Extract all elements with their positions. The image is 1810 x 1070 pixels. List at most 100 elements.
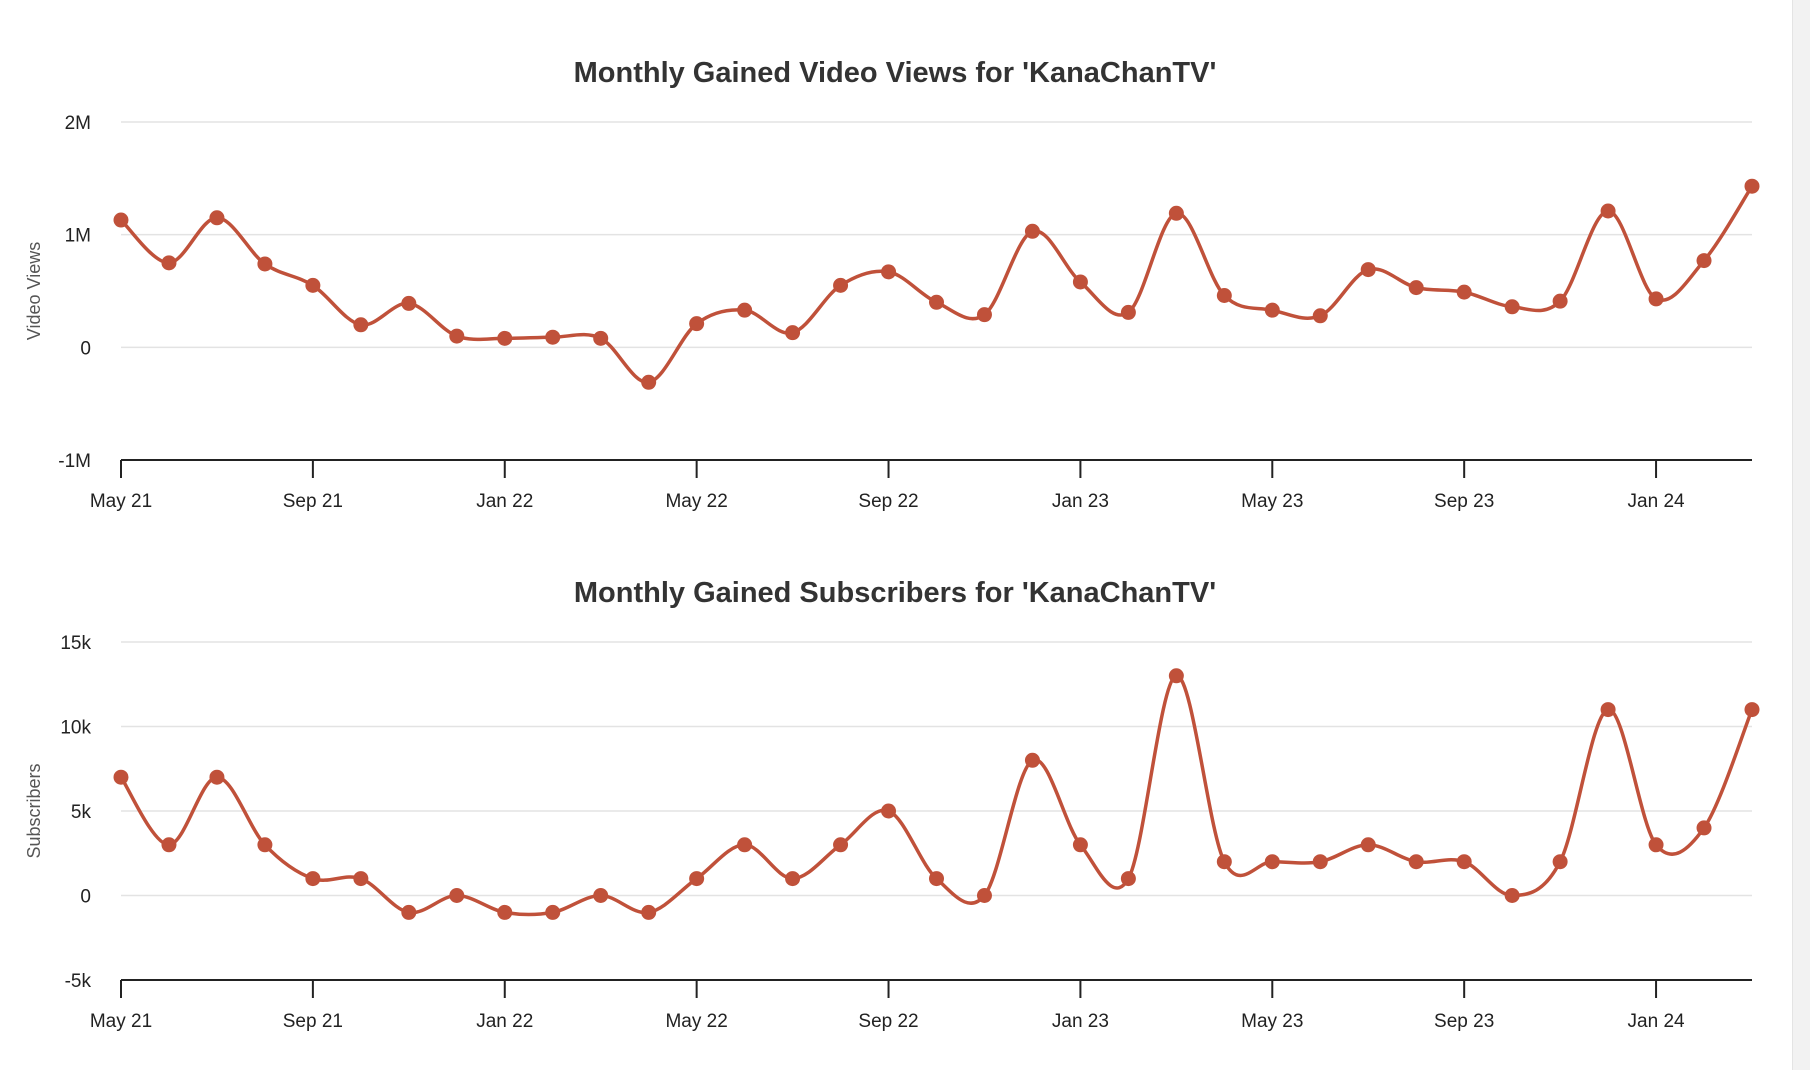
views-data-point[interactable] <box>497 330 513 346</box>
views-data-point[interactable] <box>1120 304 1136 320</box>
subscribers-data-point[interactable] <box>1648 837 1664 853</box>
subscribers-data-point[interactable] <box>1072 837 1088 853</box>
subscribers-chart-svg: Monthly Gained Subscribers for 'KanaChan… <box>24 577 1760 1032</box>
subscribers-data-point[interactable] <box>1168 668 1184 684</box>
views-data-point[interactable] <box>1696 253 1712 269</box>
views-data-point[interactable] <box>1168 205 1184 221</box>
subscribers-data-point[interactable] <box>113 769 129 785</box>
subscribers-data-point[interactable] <box>1024 752 1040 768</box>
views-data-point[interactable] <box>113 212 129 228</box>
subscribers-data-point[interactable] <box>737 837 753 853</box>
views-x-tick-label: Sep 23 <box>1434 491 1494 512</box>
subscribers-data-point[interactable] <box>929 871 944 887</box>
views-y-axis-label: Video Views <box>24 242 44 340</box>
subscribers-data-point[interactable] <box>976 888 992 903</box>
subscribers-x-tick-label: Jan 23 <box>1052 1011 1109 1032</box>
views-data-point[interactable] <box>833 277 849 293</box>
views-data-point[interactable] <box>1552 293 1568 309</box>
views-data-point[interactable] <box>1504 299 1520 315</box>
subscribers-data-point[interactable] <box>1744 702 1760 718</box>
views-y-tick-label: 2M <box>65 113 91 134</box>
views-data-point[interactable] <box>1072 274 1088 290</box>
subscribers-data-point[interactable] <box>401 904 417 920</box>
subscribers-data-point[interactable] <box>881 803 897 819</box>
subscribers-y-tick-label: -5k <box>65 971 92 992</box>
subscribers-y-tick-label: 5k <box>71 802 92 823</box>
views-data-point[interactable] <box>1744 178 1760 194</box>
subscribers-x-tick-label: Sep 22 <box>858 1011 918 1032</box>
views-data-point[interactable] <box>737 302 753 318</box>
subscribers-data-point[interactable] <box>1408 854 1424 870</box>
subscribers-x-tick-label: May 21 <box>90 1011 152 1032</box>
views-data-point[interactable] <box>305 277 321 293</box>
views-data-point[interactable] <box>1648 291 1664 307</box>
views-data-point[interactable] <box>1456 284 1472 300</box>
views-data-point[interactable] <box>1024 223 1040 239</box>
views-y-tick-label: -1M <box>58 451 91 472</box>
views-data-point[interactable] <box>785 325 801 341</box>
views-x-tick-label: May 21 <box>90 491 152 512</box>
views-data-point[interactable] <box>401 295 417 311</box>
subscribers-data-point[interactable] <box>1264 854 1280 870</box>
subscribers-data-point[interactable] <box>1216 854 1232 870</box>
subscribers-data-point[interactable] <box>545 904 561 920</box>
views-data-point[interactable] <box>545 329 561 345</box>
subscribers-data-point[interactable] <box>1552 854 1568 870</box>
subscribers-data-point[interactable] <box>689 871 705 887</box>
views-data-point[interactable] <box>593 330 609 346</box>
views-data-point[interactable] <box>1264 302 1280 318</box>
subscribers-data-point[interactable] <box>1360 837 1376 853</box>
subscribers-data-point[interactable] <box>785 871 801 887</box>
subscribers-x-tick-label: Sep 21 <box>283 1011 343 1032</box>
subscribers-y-tick-label: 0 <box>80 887 91 908</box>
views-chart-title: Monthly Gained Video Views for 'KanaChan… <box>574 57 1217 89</box>
views-data-point[interactable] <box>1600 203 1616 219</box>
subscribers-x-tick-label: May 23 <box>1241 1011 1303 1032</box>
subscribers-x-tick-label: Sep 23 <box>1434 1011 1494 1032</box>
views-series-line <box>119 185 1754 385</box>
views-x-tick-label: May 22 <box>665 491 727 512</box>
views-data-point[interactable] <box>689 316 705 332</box>
subscribers-data-point[interactable] <box>1120 871 1136 887</box>
views-data-point[interactable] <box>976 307 992 323</box>
views-chart: Monthly Gained Video Views for 'KanaChan… <box>0 40 1790 540</box>
subscribers-chart: Monthly Gained Subscribers for 'KanaChan… <box>0 560 1790 1060</box>
views-x-tick-label: Jan 24 <box>1628 491 1685 512</box>
views-data-point[interactable] <box>641 374 657 390</box>
subscribers-x-tick-label: Jan 24 <box>1628 1011 1685 1032</box>
subscribers-chart-title: Monthly Gained Subscribers for 'KanaChan… <box>574 577 1216 609</box>
subscribers-data-point[interactable] <box>1696 820 1712 836</box>
subscribers-data-point[interactable] <box>497 904 513 920</box>
subscribers-data-point[interactable] <box>209 769 225 785</box>
subscribers-data-point[interactable] <box>1504 888 1520 903</box>
subscribers-data-point[interactable] <box>1456 854 1472 870</box>
subscribers-data-point[interactable] <box>1600 702 1616 718</box>
views-data-point[interactable] <box>1408 280 1424 296</box>
subscribers-data-point[interactable] <box>593 888 609 903</box>
views-data-point[interactable] <box>881 264 897 280</box>
subscribers-data-point[interactable] <box>833 837 849 853</box>
subscribers-data-point[interactable] <box>641 904 657 920</box>
subscribers-y-axis-label: Subscribers <box>24 763 44 858</box>
subscribers-data-point[interactable] <box>305 871 321 887</box>
views-data-point[interactable] <box>1312 308 1328 324</box>
views-data-point[interactable] <box>209 210 225 226</box>
views-chart-svg: Monthly Gained Video Views for 'KanaChan… <box>24 57 1760 512</box>
views-data-point[interactable] <box>449 328 465 344</box>
subscribers-data-point[interactable] <box>353 871 369 887</box>
subscribers-data-point[interactable] <box>449 888 465 903</box>
views-data-point[interactable] <box>1216 288 1232 304</box>
subscribers-data-point[interactable] <box>161 837 177 853</box>
subscribers-x-tick-label: May 22 <box>665 1011 727 1032</box>
views-y-tick-label: 1M <box>65 226 91 247</box>
views-data-point[interactable] <box>257 256 273 272</box>
views-x-tick-label: May 23 <box>1241 491 1303 512</box>
views-data-point[interactable] <box>1360 262 1376 278</box>
views-data-point[interactable] <box>929 294 944 310</box>
views-data-point[interactable] <box>161 255 177 271</box>
subscribers-data-point[interactable] <box>1312 854 1328 870</box>
views-x-tick-label: Sep 21 <box>283 491 343 512</box>
scrollbar-track[interactable] <box>1792 0 1810 1070</box>
subscribers-data-point[interactable] <box>257 837 273 853</box>
views-data-point[interactable] <box>353 317 369 333</box>
